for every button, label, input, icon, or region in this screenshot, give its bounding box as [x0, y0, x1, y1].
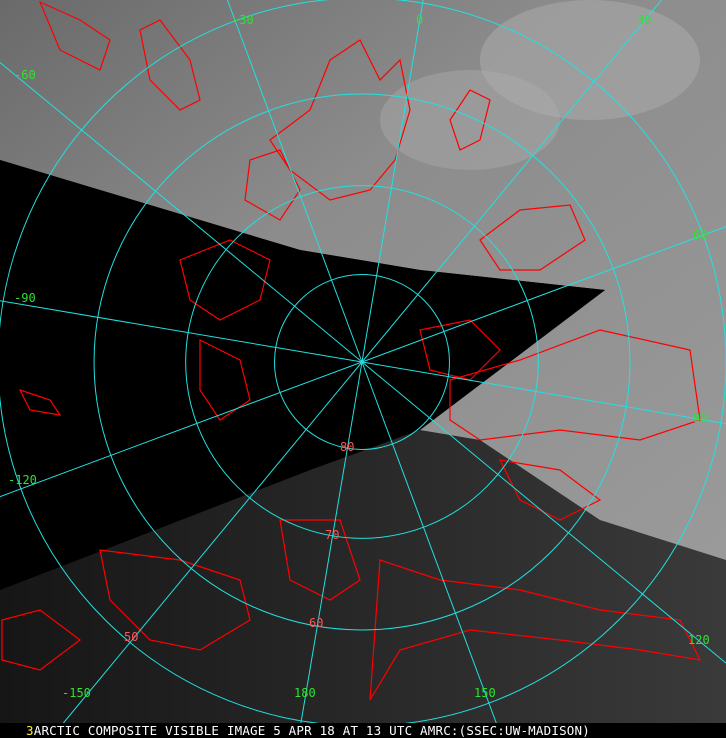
latitude-circle-60: [93, 93, 631, 631]
meridian--90: [0, 300, 363, 363]
frame-number: 3: [26, 723, 34, 738]
lon-label-minus120: -120: [8, 473, 37, 487]
cloud-swirl: [480, 0, 700, 120]
meridian--30: [226, 0, 363, 363]
coastlines: [1, 0, 702, 701]
lon-label-minus60: -60: [14, 68, 36, 82]
latitude-circle-70: [185, 185, 539, 539]
grid-labels: -30 0 30 -60 -90 60 90 -120 120 -150 180…: [8, 13, 710, 700]
meridian-150: [361, 361, 497, 723]
night-region: [0, 160, 605, 590]
meridian-0: [361, 0, 424, 363]
lon-label-30: 30: [637, 13, 651, 27]
lat-label-60: 60: [309, 616, 323, 630]
meridian-120: [361, 361, 726, 664]
caption-text: ARCTIC COMPOSITE VISIBLE IMAGE 5 APR 18 …: [33, 723, 590, 738]
cloud-band: [380, 70, 560, 170]
lon-label-150: 150: [474, 686, 496, 700]
lon-label-minus90: -90: [14, 291, 36, 305]
meridian--150: [63, 361, 363, 723]
lat-label-50: 50: [124, 630, 138, 644]
lat-label-80: 80: [340, 440, 354, 454]
meridian--120: [0, 361, 363, 498]
lon-label-120: 120: [688, 633, 710, 647]
lon-label-0: 0: [416, 13, 423, 27]
lon-label-90: 90: [693, 411, 707, 425]
meridian-60: [361, 226, 726, 363]
meridian-180: [300, 361, 363, 723]
lon-label-60: 60: [693, 228, 707, 242]
meridian--60: [0, 62, 363, 363]
lon-label-minus30: -30: [232, 13, 254, 27]
daylight-cloud-region: [0, 0, 726, 560]
latitude-circle-80: [274, 274, 450, 450]
meridian-90: [361, 361, 726, 425]
lon-label-180: 180: [294, 686, 316, 700]
image-caption: 3ARCTIC COMPOSITE VISIBLE IMAGE 5 APR 18…: [0, 723, 726, 738]
lat-label-70: 70: [325, 528, 339, 542]
polar-map-canvas: -30 0 30 -60 -90 60 90 -120 120 -150 180…: [0, 0, 726, 723]
meridian-30: [361, 0, 662, 363]
lon-label-minus150: -150: [62, 686, 91, 700]
